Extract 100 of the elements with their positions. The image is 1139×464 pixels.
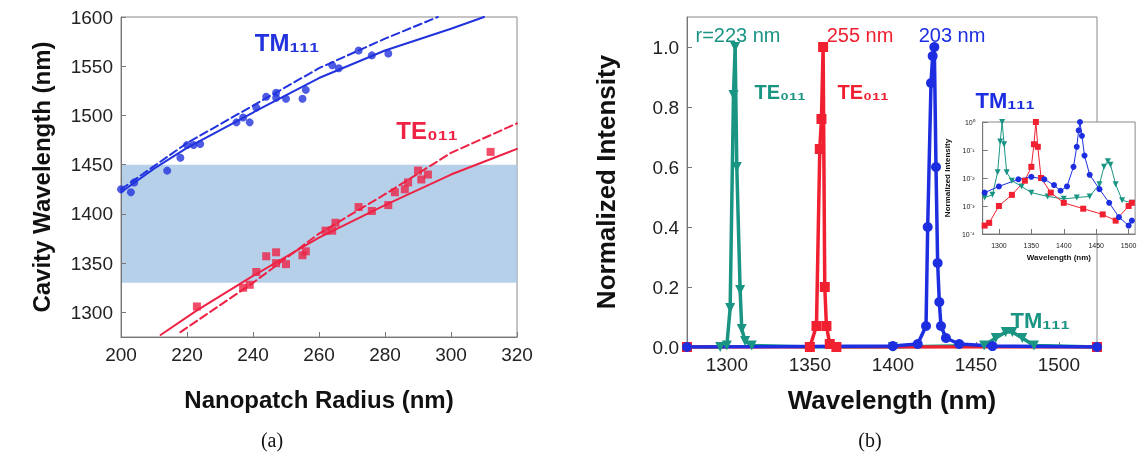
point: [819, 282, 830, 292]
point: [979, 340, 990, 351]
y-tick-label: 0.0: [652, 336, 679, 358]
point: [740, 336, 751, 346]
x-axis-title: Wavelength (nm): [1026, 253, 1092, 263]
x-axis-title: Wavelength (nm): [787, 385, 997, 415]
y-tick-label: 0.2: [652, 276, 679, 298]
point: [1104, 158, 1111, 165]
point: [367, 206, 376, 215]
point: [486, 147, 495, 156]
x-tick-label: 200: [105, 344, 137, 365]
point: [334, 64, 343, 73]
point: [1075, 127, 1082, 134]
annotation: 203 nm: [918, 24, 986, 46]
point: [927, 51, 938, 61]
point: [816, 114, 827, 124]
point: [994, 169, 1001, 176]
x-tick-label: 1400: [871, 354, 914, 375]
point: [163, 166, 172, 175]
point: [981, 189, 988, 196]
point: [821, 321, 832, 331]
point: [987, 341, 998, 352]
annotation: TM₁₁₁: [254, 28, 320, 56]
point: [1032, 119, 1039, 125]
annotation: TE₀₁₁: [837, 81, 889, 103]
point: [1125, 222, 1132, 229]
point: [400, 185, 409, 194]
point: [1100, 163, 1107, 170]
point: [245, 118, 254, 127]
y-tick-label: 1400: [70, 203, 113, 225]
point: [929, 42, 940, 52]
point: [1060, 199, 1067, 206]
point: [940, 333, 951, 343]
point: [328, 61, 337, 70]
x-tick-label: 240: [237, 344, 269, 365]
point: [1073, 143, 1080, 150]
point: [990, 333, 1001, 343]
x-tick-label: 300: [435, 344, 467, 365]
point: [1047, 189, 1054, 196]
point: [301, 247, 310, 256]
point: [384, 201, 393, 210]
annotation: TM₁₁₁: [975, 87, 1035, 113]
point: [1107, 161, 1114, 168]
point: [932, 258, 943, 268]
point: [272, 93, 281, 102]
y-tick-label: 1500: [70, 104, 113, 126]
point: [1078, 132, 1085, 139]
point: [995, 203, 1002, 209]
x-tick-label: 320: [501, 344, 533, 365]
annotation: TE₀₁₁: [396, 116, 458, 144]
point: [239, 113, 248, 122]
x-tick-label: 1350: [788, 354, 831, 375]
point: [282, 260, 290, 269]
point: [1021, 177, 1028, 184]
point: [1128, 217, 1135, 224]
x-tick-label: 280: [369, 344, 401, 365]
point: [272, 248, 281, 257]
point: [986, 219, 993, 226]
y-tick-label: 0.8: [652, 96, 679, 118]
annotation: TM₁₁₁: [1010, 307, 1070, 333]
point: [117, 185, 125, 194]
y-tick-label: 1.0: [652, 36, 679, 58]
point: [354, 203, 363, 212]
point: [1086, 193, 1093, 200]
point: [1028, 340, 1039, 351]
point: [262, 252, 271, 261]
point: [1099, 211, 1106, 218]
point: [262, 92, 271, 101]
y-tick-label: 1300: [70, 301, 113, 323]
y-tick-label: 0.4: [652, 216, 680, 238]
point: [1057, 187, 1064, 194]
y-tick-label: 1450: [70, 154, 113, 176]
point: [423, 170, 432, 179]
point: [196, 140, 205, 149]
y-axis-title: Cavity Wavelength (nm): [27, 41, 55, 313]
point: [354, 46, 363, 55]
text: (b): [858, 429, 882, 452]
point: [126, 188, 135, 197]
point: [390, 188, 399, 197]
point: [1070, 163, 1077, 170]
annotation: r=223 nm: [695, 24, 781, 46]
point: [1008, 191, 1015, 198]
point: [954, 339, 965, 349]
point: [921, 321, 932, 331]
point: [1096, 186, 1103, 193]
point: [1003, 169, 1010, 176]
point: [404, 178, 413, 187]
point: [1051, 182, 1058, 189]
x-tick-label: 1300: [705, 354, 748, 375]
point: [328, 226, 337, 235]
point: [1064, 183, 1071, 190]
point: [931, 162, 941, 172]
point: [183, 141, 191, 149]
annotation: 255 nm: [826, 24, 894, 46]
point: [721, 340, 732, 351]
point: [367, 51, 376, 60]
point: [192, 302, 201, 311]
y-axis-title: Normalized Intensity: [942, 138, 952, 218]
point: [331, 218, 340, 227]
point: [922, 222, 933, 232]
